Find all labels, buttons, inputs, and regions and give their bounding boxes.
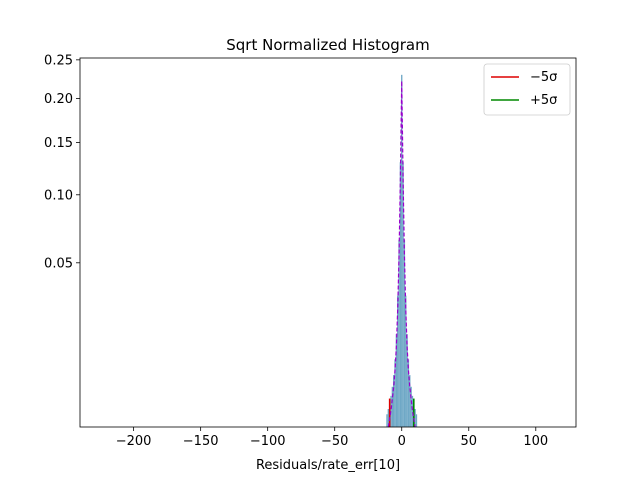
histogram-bar (406, 334, 408, 427)
histogram-bar (401, 74, 403, 428)
histogram-bar (411, 395, 414, 427)
histogram-bar (402, 162, 404, 427)
legend-label-plus: +5σ (530, 93, 557, 108)
x-axis-ticks: −200 −150 −100 −50 0 50 100 (116, 427, 548, 449)
chart-title: Sqrt Normalized Histogram (226, 36, 430, 54)
histogram-bar (391, 386, 394, 427)
histogram-bar (414, 409, 416, 427)
x-tick-label: −50 (321, 434, 348, 449)
histogram-bar (387, 409, 389, 427)
y-tick-label: 0.15 (44, 136, 73, 151)
histogram-bar (409, 375, 411, 427)
histogram-bar (407, 359, 410, 427)
legend-label-minus: −5σ (530, 70, 557, 85)
x-tick-label: 50 (460, 434, 477, 449)
y-axis-ticks: 0.05 0.10 0.15 0.20 0.25 (44, 53, 80, 271)
y-tick-label: 0.25 (44, 53, 73, 68)
histogram-bar (405, 295, 407, 427)
x-tick-label: −100 (250, 434, 286, 449)
histogram-bar (399, 162, 402, 427)
histogram-bar (403, 239, 406, 427)
sigma-lines (388, 398, 415, 427)
histogram-bar (415, 414, 418, 427)
histogram-bar (386, 414, 388, 427)
histogram-bar (398, 239, 400, 427)
y-tick-label: 0.05 (44, 256, 73, 271)
histogram-bar (394, 359, 396, 427)
x-tick-label: −150 (183, 434, 219, 449)
x-axis-label: Residuals/rate_err[10] (256, 458, 400, 473)
histogram-bars (386, 74, 418, 428)
x-tick-label: 100 (523, 434, 548, 449)
histogram-bar (395, 334, 398, 427)
legend: −5σ +5σ (483, 63, 571, 116)
x-tick-label: −200 (116, 434, 152, 449)
plot-frame (79, 57, 577, 428)
x-tick-label: 0 (398, 434, 406, 449)
histogram-bar (397, 295, 399, 427)
y-tick-label: 0.10 (44, 188, 73, 203)
y-tick-label: 0.20 (44, 92, 73, 107)
fit-curve (387, 81, 416, 428)
histogram-bar (393, 375, 395, 427)
histogram-bar (410, 386, 412, 427)
